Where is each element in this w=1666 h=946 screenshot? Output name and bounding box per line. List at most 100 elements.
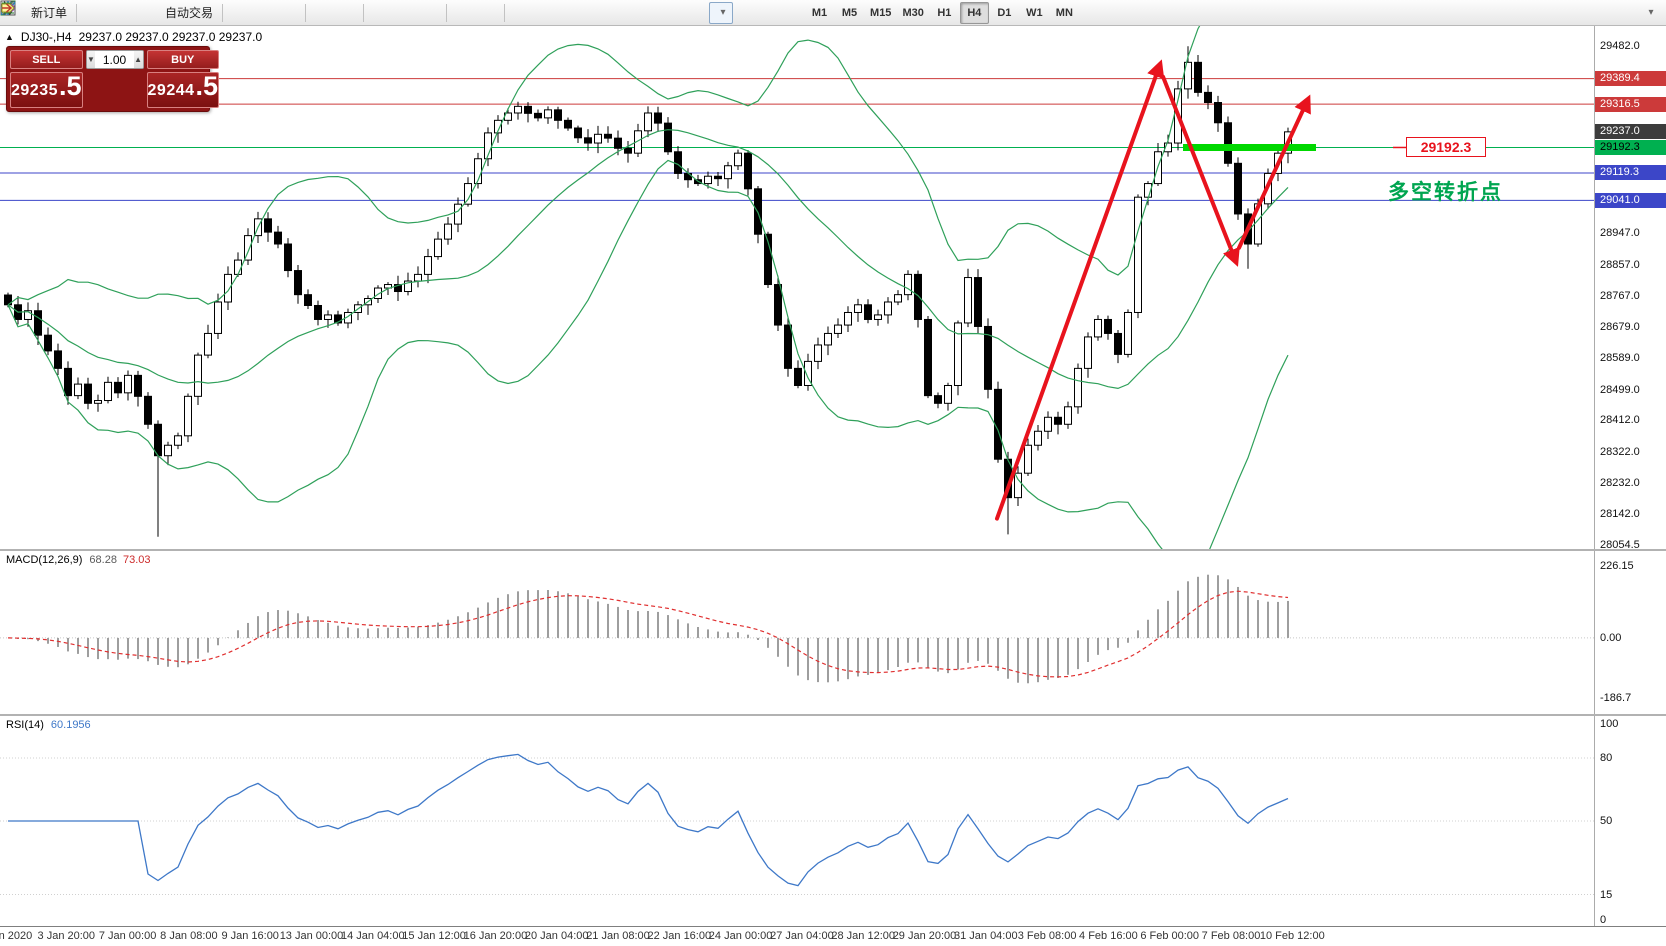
time-axis-label: 31 Jan 04:00 [953,930,1018,942]
print-button[interactable] [1,1,130,24]
mql-community-button[interactable] [0,0,105,24]
rsi-scale[interactable]: 100 80 50 15 0 [1594,716,1666,926]
rsi-name: RSI(14) [6,719,44,731]
rsi-tick-label: 50 [1600,815,1613,827]
buy-button[interactable]: 29244.5 [146,71,220,108]
toolbar-separator [504,3,506,22]
fibonacci-tool-button[interactable] [1,1,633,24]
tile-windows-button[interactable] [0,0,392,24]
timeframe-m30-button[interactable]: M30 [897,2,928,24]
time-axis-label: 2 Jan 2020 [0,930,33,942]
buy-price-big: .5 [195,71,219,101]
timeframe-m1-button[interactable]: M1 [805,2,834,24]
timeframe-h1-button[interactable]: H1 [930,2,959,24]
auto-scroll-button[interactable] [0,1,417,24]
timeframe-m15-button[interactable]: M15 [865,2,896,24]
line-chart-button[interactable] [0,2,301,24]
autotrading-label: 自动交易 [165,6,214,20]
sell-button[interactable]: 29235.5 [10,72,83,108]
rsi-tick-label: 0 [1600,914,1607,926]
price-scale[interactable]: 29482.0 28947.0 28857.0 28767.0 28679.0 28589… [1594,26,1666,549]
price-tick-label: 28142.0 [1600,508,1640,521]
toolbar-separator [363,3,365,22]
price-tick-label: 28322.0 [1600,445,1640,458]
turning-point-note-annotation[interactable]: 多空转折点 [1388,181,1503,205]
lot-increase-button[interactable]: ▲ [133,51,143,68]
timeframe-d1-button[interactable]: D1 [990,2,1019,24]
timeframe-m5-button[interactable]: M5 [835,2,864,24]
trendline-tool-button[interactable] [1,1,583,24]
timeframe-h4-button[interactable]: H4 [959,1,989,24]
rsi-canvas[interactable] [0,716,1594,926]
new-order-button[interactable]: 新订单 [1,1,72,24]
panel-splitter[interactable] [0,549,1666,551]
macd-tick-label: 0.00 [1600,631,1622,644]
buy-header-button[interactable]: BUY [146,50,220,69]
time-axis-label: 20 Jan 04:00 [524,930,589,942]
chevron-down-icon: ▾ [1648,7,1654,18]
chart-title: ▲ DJ30-,H4 29237.0 29237.0 29237.0 29237… [5,30,262,44]
crosshair-tool-button[interactable] [1,1,500,24]
chart-shift-button[interactable] [0,0,442,24]
sell-header-button[interactable]: SELL [10,50,83,69]
candlestick-chart-button[interactable] [1,1,276,24]
time-axis-label: 3 Jan 20:00 [37,930,96,942]
help-button[interactable]: i [1,1,155,24]
resistance-line-price-marker: 29389.4 [1595,71,1666,87]
price-tick-label: 29482.0 [1600,40,1640,53]
macd-signal-line [7,590,1289,678]
vertical-line-tool-button[interactable] [7,1,533,24]
time-axis-label: 7 Feb 08:00 [1201,930,1261,942]
pivot-line-price-marker: 29192.3 [1595,139,1666,155]
lot-size-input[interactable] [95,51,134,68]
channel-tool-button[interactable] [0,1,608,24]
price-chart-panel[interactable]: ▲ DJ30-,H4 29237.0 29237.0 29237.0 29237… [0,26,1594,549]
time-axis[interactable]: 2 Jan 2020 3 Jan 20:007 Jan 00:008 Jan 08… [0,926,1666,946]
toolbar: 新订单 i 自动交易 A ▾ M1 [0,0,1666,26]
shapes-tool-button[interactable] [1,2,658,24]
horizontal-line-tool-button[interactable] [1,2,558,24]
lot-decrease-button[interactable]: ▼ [86,51,96,68]
bollinger-bands [7,26,1289,549]
timeframe-w1-button[interactable]: W1 [1020,2,1049,24]
resistance-line-price-marker: 29316.5 [1595,96,1666,112]
one-click-collapse-toggle[interactable]: ▲ [5,32,14,42]
macd-panel[interactable]: MACD(12,26,9) 68.28 73.03 [0,551,1594,714]
horizontal-level-lines[interactable] [0,78,1594,201]
time-axis-label: 24 Jan 00:00 [708,930,773,942]
rsi-tick-label: 80 [1600,752,1613,764]
cursor-tool-button[interactable] [4,1,475,24]
chart-symbol-period: DJ30-,H4 [20,30,72,44]
bid-price-price-marker: 29237.0 [1595,124,1666,140]
price-tick-label: 28679.0 [1600,320,1640,333]
timeframe-mn-button[interactable]: MN [1050,2,1079,24]
text-tool-button[interactable]: A [4,2,683,24]
macd-name: MACD(12,26,9) [6,554,83,566]
text-label-tool-button[interactable] [1,2,708,24]
price-chart-canvas[interactable] [0,26,1594,549]
time-axis-label: 16 Jan 20:00 [463,930,528,942]
time-axis-label: 28 Jan 12:00 [831,930,895,942]
zoom-out-button[interactable] [1,1,359,24]
toolbar-separator [222,3,224,22]
macd-histogram [17,574,1289,684]
macd-scale[interactable]: 226.15 0.00 -186.7 [1594,551,1666,714]
bar-chart-button[interactable] [2,2,251,24]
time-axis-label: 22 Jan 16:00 [647,930,712,942]
rsi-panel[interactable]: RSI(14) 60.1956 [0,716,1594,926]
trend-arrow-annotations[interactable] [995,59,1406,521]
toolbar-overflow-button[interactable]: ▾ [1639,2,1663,24]
time-axis-label: 15 Jan 12:00 [402,930,466,942]
zoom-in-button[interactable] [1,1,334,24]
price-note-annotation[interactable]: 29192.3 [1406,137,1486,158]
macd-canvas[interactable] [0,551,1594,714]
rsi-value: 60.1956 [50,719,91,731]
chart-ohlc-values: 29237.0 29237.0 29237.0 29237.0 [78,30,263,44]
arrows-tool-button[interactable]: ▾ [2,1,734,24]
panel-splitter[interactable] [0,714,1666,716]
autotrading-button[interactable]: 自动交易 [3,0,218,24]
lot-size-control: ▼ ▲ [85,50,144,69]
time-axis-label: 9 Jan 16:00 [221,930,279,942]
time-axis-label: 7 Jan 00:00 [98,930,157,942]
